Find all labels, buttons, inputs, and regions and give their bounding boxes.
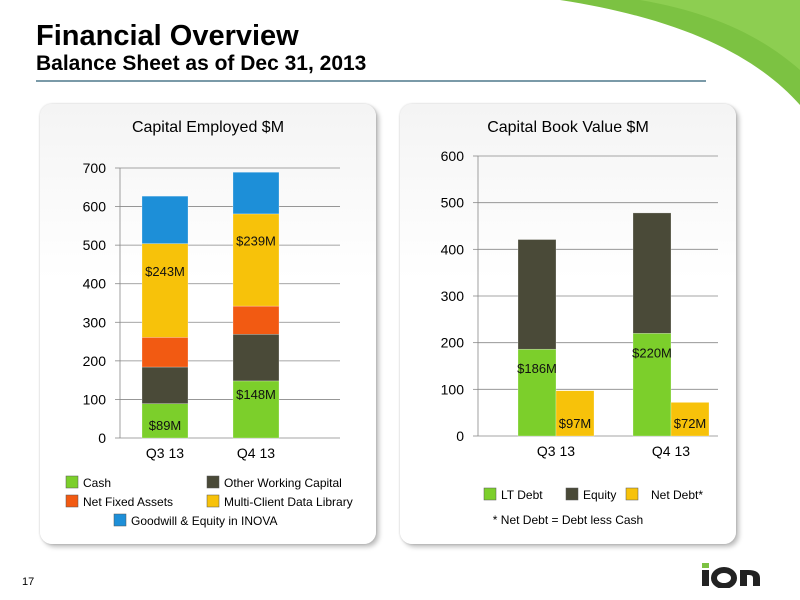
bar-segment [232,171,280,215]
x-tick-label: Q3 13 [146,445,184,461]
legend-item: Equity [565,487,616,502]
legend-label: Cash [83,476,111,490]
page-title: Financial Overview [36,20,299,52]
legend-label: LT Debt [501,488,543,502]
x-tick-label: Q4 13 [652,443,690,459]
legend-label: Equity [583,488,616,502]
y-tick-label: 100 [83,391,107,407]
data-label: $243M [145,264,185,279]
legend-swatch [65,494,79,508]
bar-segment [141,403,189,439]
data-label: $148M [236,387,276,402]
bar-segment [517,239,557,350]
page-subtitle: Balance Sheet as of Dec 31, 2013 [36,52,367,75]
bar-segment [232,305,280,335]
footnote: * Net Debt = Debt less Cash [492,513,644,527]
x-tick-label: Q4 13 [237,445,275,461]
legend-item: Net Fixed Assets [65,494,173,509]
y-tick-label: 300 [441,288,465,304]
legend-swatch [565,487,579,501]
data-label: $72M [674,416,707,431]
y-tick-label: 0 [98,430,106,446]
y-tick-label: 200 [441,335,465,351]
data-label: $89M [149,418,182,433]
y-tick-label: 300 [83,314,107,330]
bar-segment [141,366,189,404]
legend-item: Net Debt* [625,487,703,502]
data-label: $220M [632,345,672,360]
y-tick-label: 200 [83,353,107,369]
legend-swatch [65,475,79,489]
legend-swatch [206,475,220,489]
legend-item: Cash [65,475,111,490]
y-tick-label: 700 [83,160,107,176]
y-tick-label: 400 [441,241,465,257]
page-number: 17 [22,576,35,588]
legend-swatch [483,487,497,501]
legend-label: Net Fixed Assets [83,495,173,509]
chart-title: Capital Book Value $M [487,119,649,136]
y-tick-label: 500 [83,237,107,253]
bar-segment [632,333,672,437]
chart-title: Capital Employed $M [132,119,284,136]
bar-segment [555,390,595,437]
title-divider [36,80,706,82]
legend-swatch [625,487,639,501]
legend-label: Goodwill & Equity in INOVA [131,514,278,528]
y-tick-label: 100 [441,381,465,397]
data-label: $97M [559,416,592,431]
data-label: $239M [236,234,276,249]
bar-segment [141,195,189,244]
y-tick-label: 600 [441,148,465,164]
legend-swatch [206,494,220,508]
capital-employed-panel: Capital Employed $M 0 100 200 300 400 500 600 70… [40,104,376,544]
legend-item: LT Debt [483,487,543,502]
bar-segment [232,213,280,307]
y-tick-label: 500 [441,195,465,211]
legend-label: Net Debt* [651,488,703,502]
capital-employed-chart: Capital Employed $M 0 100 200 300 400 500 600 70… [65,119,353,528]
y-tick-label: 0 [456,428,464,444]
ion-logo [702,563,760,588]
legend-item: Other Working Capital [206,475,342,490]
decorative-swoosh [560,0,800,105]
bar-segment [141,337,189,368]
capital-book-value-chart: Capital Book Value $M 0 100 200 300 400 500 600… [441,119,718,502]
legend-item: Goodwill & Equity in INOVA [113,513,278,528]
legend-swatch [113,513,127,527]
legend-item: Multi-Client Data Library [206,494,353,509]
bar-segment [670,402,710,437]
bar-segment [632,212,672,334]
legend-label: Other Working Capital [224,476,342,490]
y-tick-label: 400 [83,276,107,292]
bar-segment [232,333,280,382]
x-tick-label: Q3 13 [537,443,575,459]
data-label: $186M [517,361,557,376]
legend-label: Multi-Client Data Library [224,495,353,509]
capital-book-value-panel: Capital Book Value $M 0 100 200 300 400 500 600… [400,104,736,544]
bar-segment [141,243,189,338]
y-tick-label: 600 [83,199,107,215]
bar-segment [232,380,280,439]
